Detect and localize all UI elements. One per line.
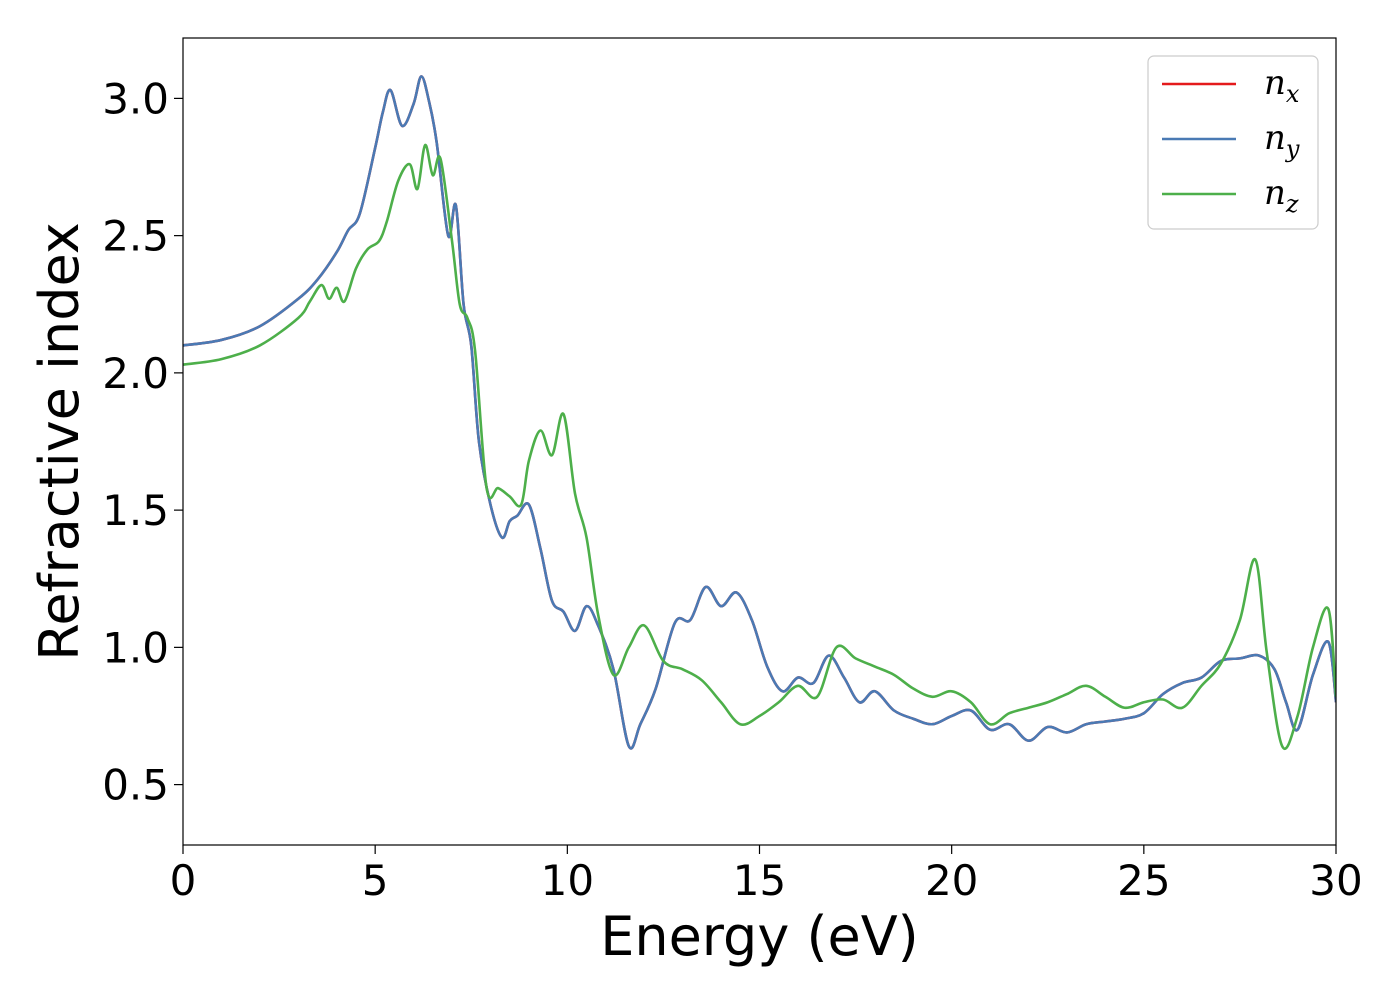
x-axis-label: Energy (eV) [600,905,919,968]
x-tick-label: 15 [733,856,786,905]
y-tick-label: 1.0 [102,623,169,672]
legend-label-x: nx [1264,63,1300,108]
y-axis-ticks: 0.5 1.0 1.5 2.0 2.5 3.0 [102,74,183,810]
y-tick-label: 0.5 [102,761,169,810]
series-line-y [183,75,1336,750]
series-layer [183,75,1336,750]
x-tick-label: 10 [541,856,594,905]
x-tick-label: 25 [1117,856,1170,905]
legend: nx ny nz [1147,55,1319,230]
series-line-z [183,143,1336,750]
legend-box [1147,55,1319,230]
y-tick-label: 2.5 [102,212,169,261]
legend-label-z: nz [1264,173,1299,218]
x-axis-ticks: 0 5 10 15 20 25 30 [170,845,1363,905]
x-tick-label: 0 [170,856,197,905]
x-tick-label: 5 [362,856,389,905]
y-axis-label: Refractive index [28,222,91,661]
y-tick-label: 2.0 [102,349,169,398]
x-tick-label: 30 [1309,856,1362,905]
legend-label-y: ny [1264,118,1300,163]
x-tick-label: 20 [925,856,978,905]
y-tick-label: 3.0 [102,74,169,123]
y-tick-label: 1.5 [102,486,169,535]
